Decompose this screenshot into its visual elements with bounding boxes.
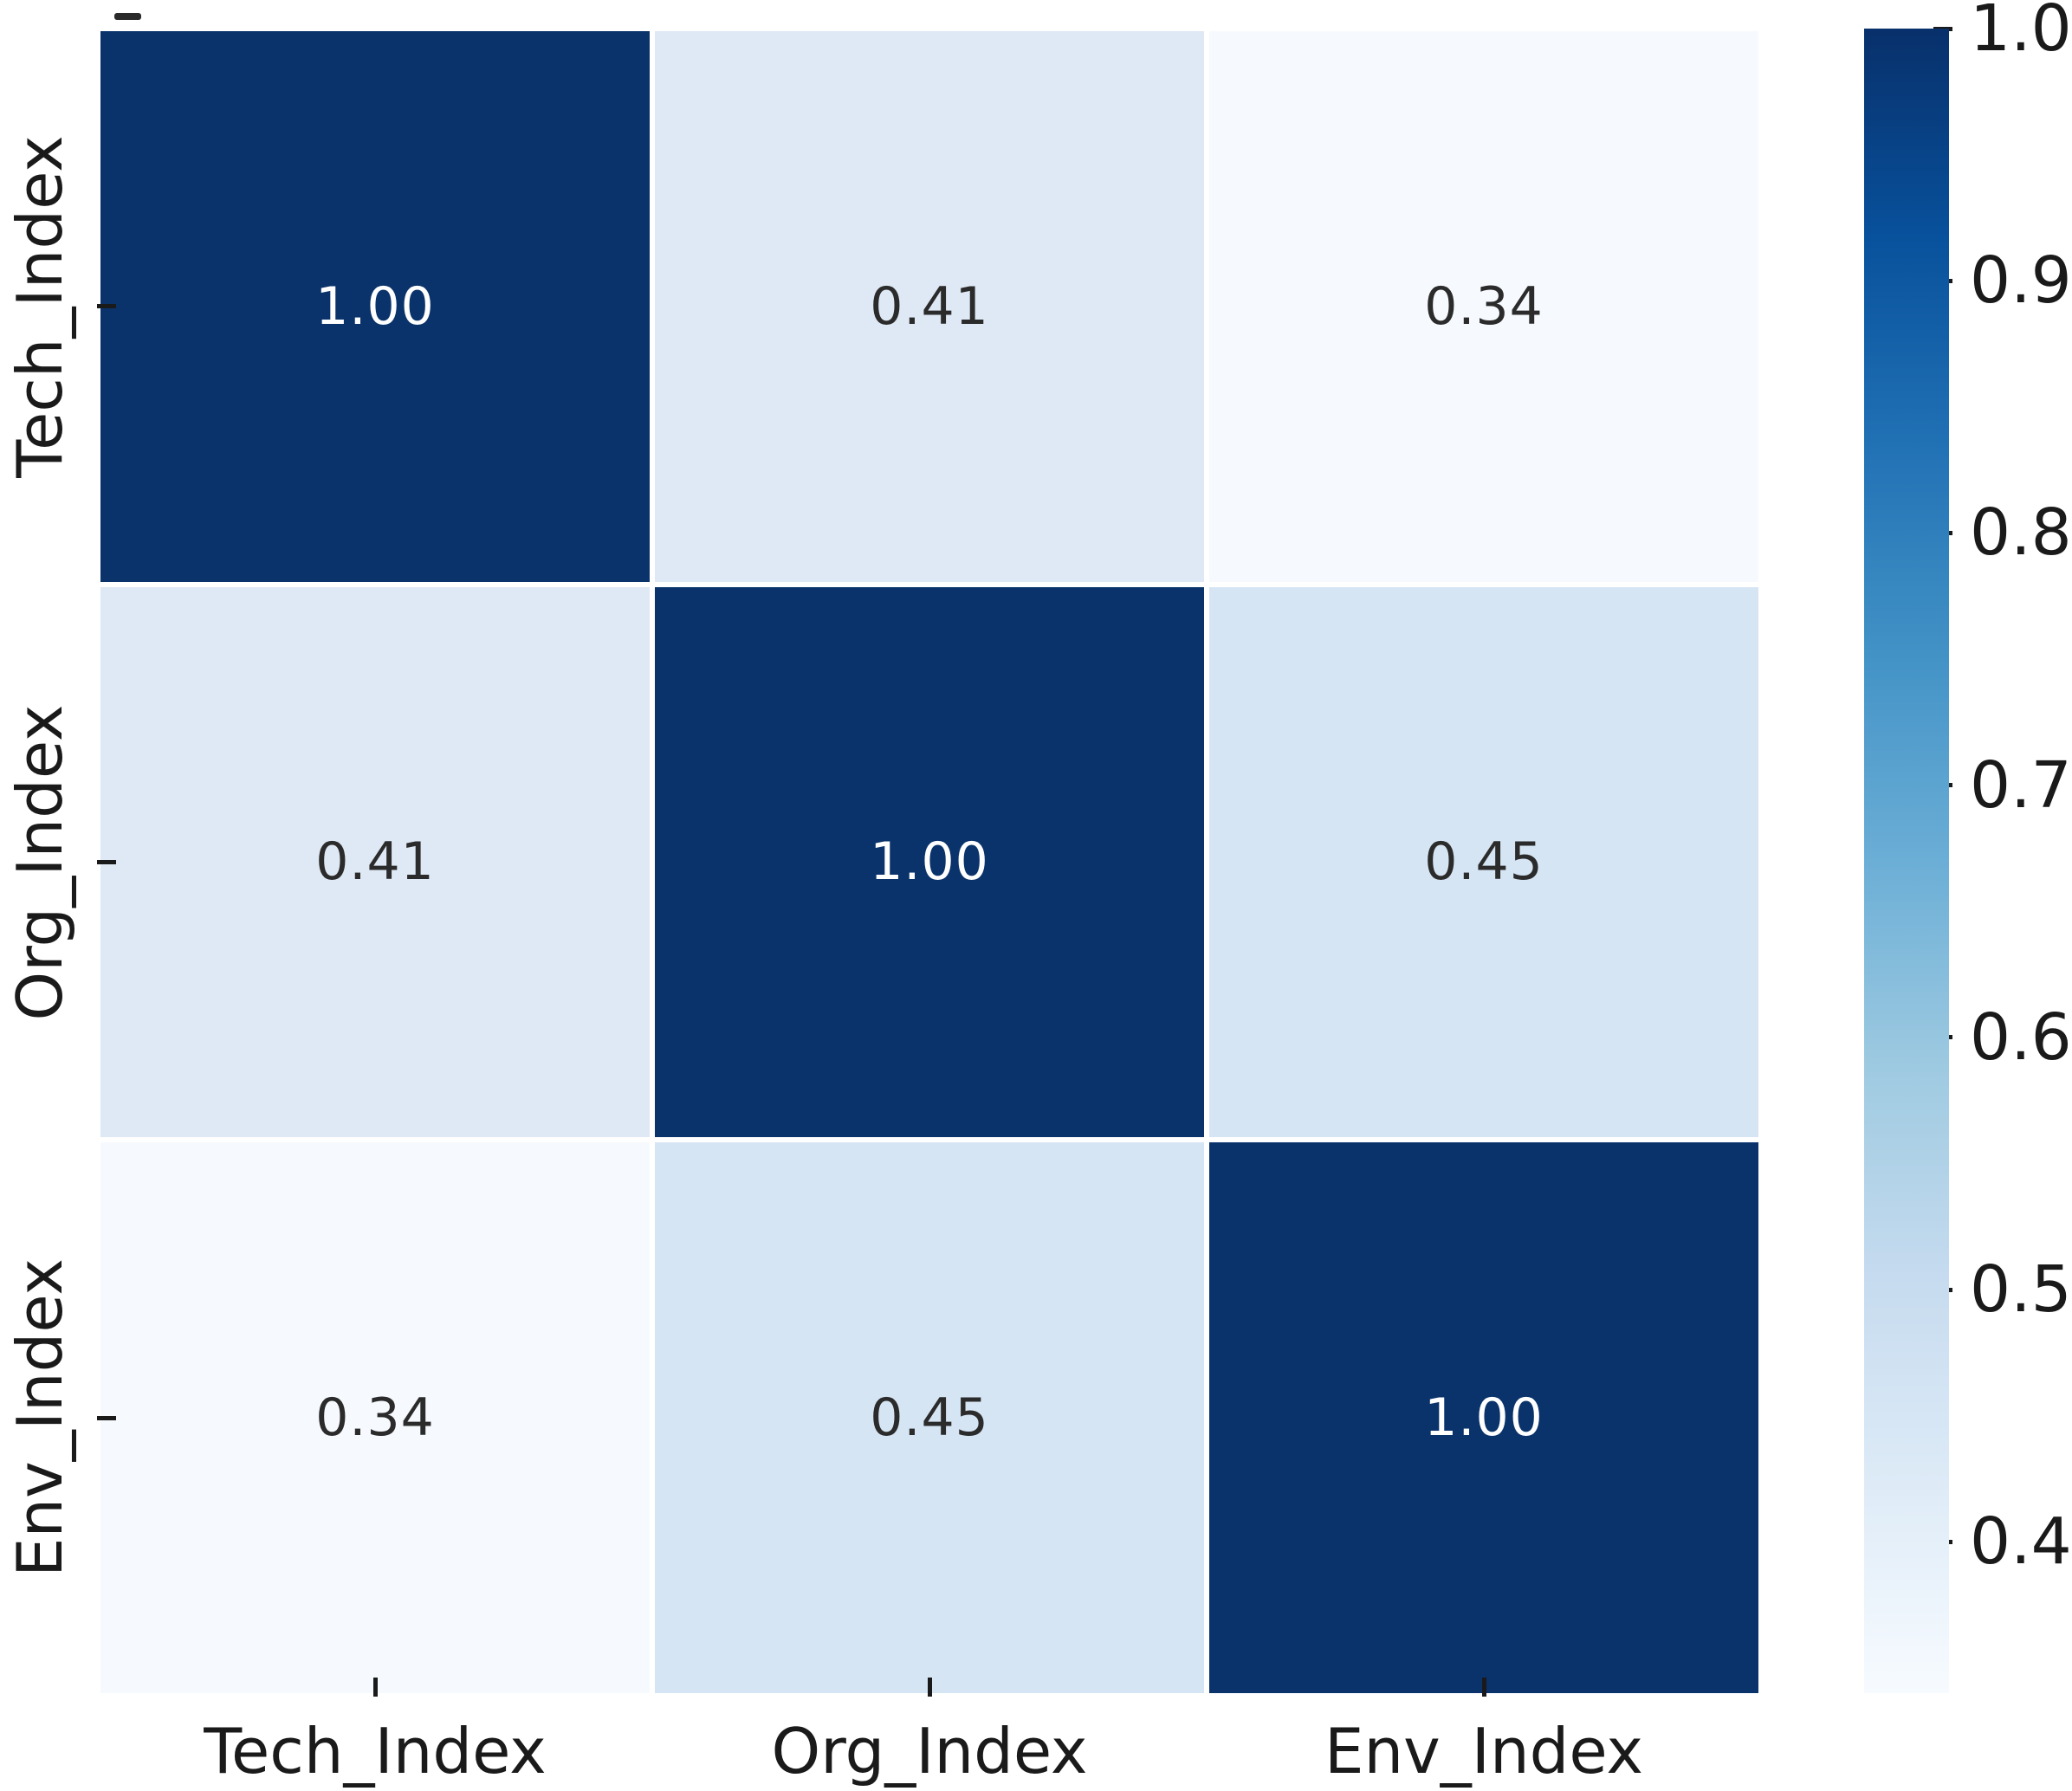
heatmap-cell: 0.34 [100,1142,650,1693]
heatmap-grid: 1.00 0.41 0.34 0.41 1.00 0.45 0.34 0.45 1.00 [100,31,1758,1693]
cell-value-label: 0.45 [870,1387,989,1449]
heatmap-cell: 1.00 [1209,1142,1758,1693]
heatmap-cell: 0.45 [1209,586,1758,1138]
cell-value-label: 1.00 [870,831,989,893]
cell-value-label: 0.34 [315,1387,435,1449]
colorbar-tick-label: 0.8 [1970,495,2072,571]
colorbar-tick-label: 0.5 [1970,1252,2072,1328]
x-axis-tick-label: Org_Index [771,1715,1088,1788]
x-axis-tick [927,1678,932,1697]
cell-value-label: 1.00 [315,275,435,337]
y-axis-tick-label: Tech_Index [3,135,76,478]
y-axis-tick [97,860,116,864]
colorbar [1864,29,1949,1693]
colorbar-tick-label: 1.0 [1970,0,2072,66]
heatmap-cell: 0.34 [1209,31,1758,582]
cell-value-label: 0.34 [1424,275,1544,337]
colorbar-tick-label: 0.6 [1970,999,2072,1075]
cell-value-label: 0.41 [315,831,435,893]
cell-value-label: 1.00 [1424,1387,1544,1449]
y-axis-tick [97,1415,116,1420]
cell-value-label: 0.45 [1424,831,1544,893]
cell-value-label: 0.41 [870,275,989,337]
heatmap-cell: 1.00 [100,31,650,582]
heatmap-cell: 0.41 [655,31,1204,582]
colorbar-gradient [1864,29,1949,1693]
colorbar-tick-label: 0.9 [1970,243,2072,319]
colorbar-tick-label: 0.7 [1970,747,2072,823]
x-axis-tick [372,1678,378,1697]
y-axis-tick [97,304,116,309]
cropped-tick-artifact [114,13,141,20]
x-axis-tick [1481,1678,1486,1697]
heatmap-cell: 0.45 [655,1142,1204,1693]
heatmap-cell: 1.00 [655,586,1204,1138]
y-axis-tick-label: Org_Index [3,704,76,1020]
heatmap-cell: 0.41 [100,586,650,1138]
y-axis-tick-label: Env_Index [3,1258,76,1578]
x-axis-tick-label: Env_Index [1324,1715,1643,1788]
colorbar-tick-label: 0.4 [1970,1504,2072,1580]
x-axis-tick-label: Tech_Index [204,1715,547,1788]
